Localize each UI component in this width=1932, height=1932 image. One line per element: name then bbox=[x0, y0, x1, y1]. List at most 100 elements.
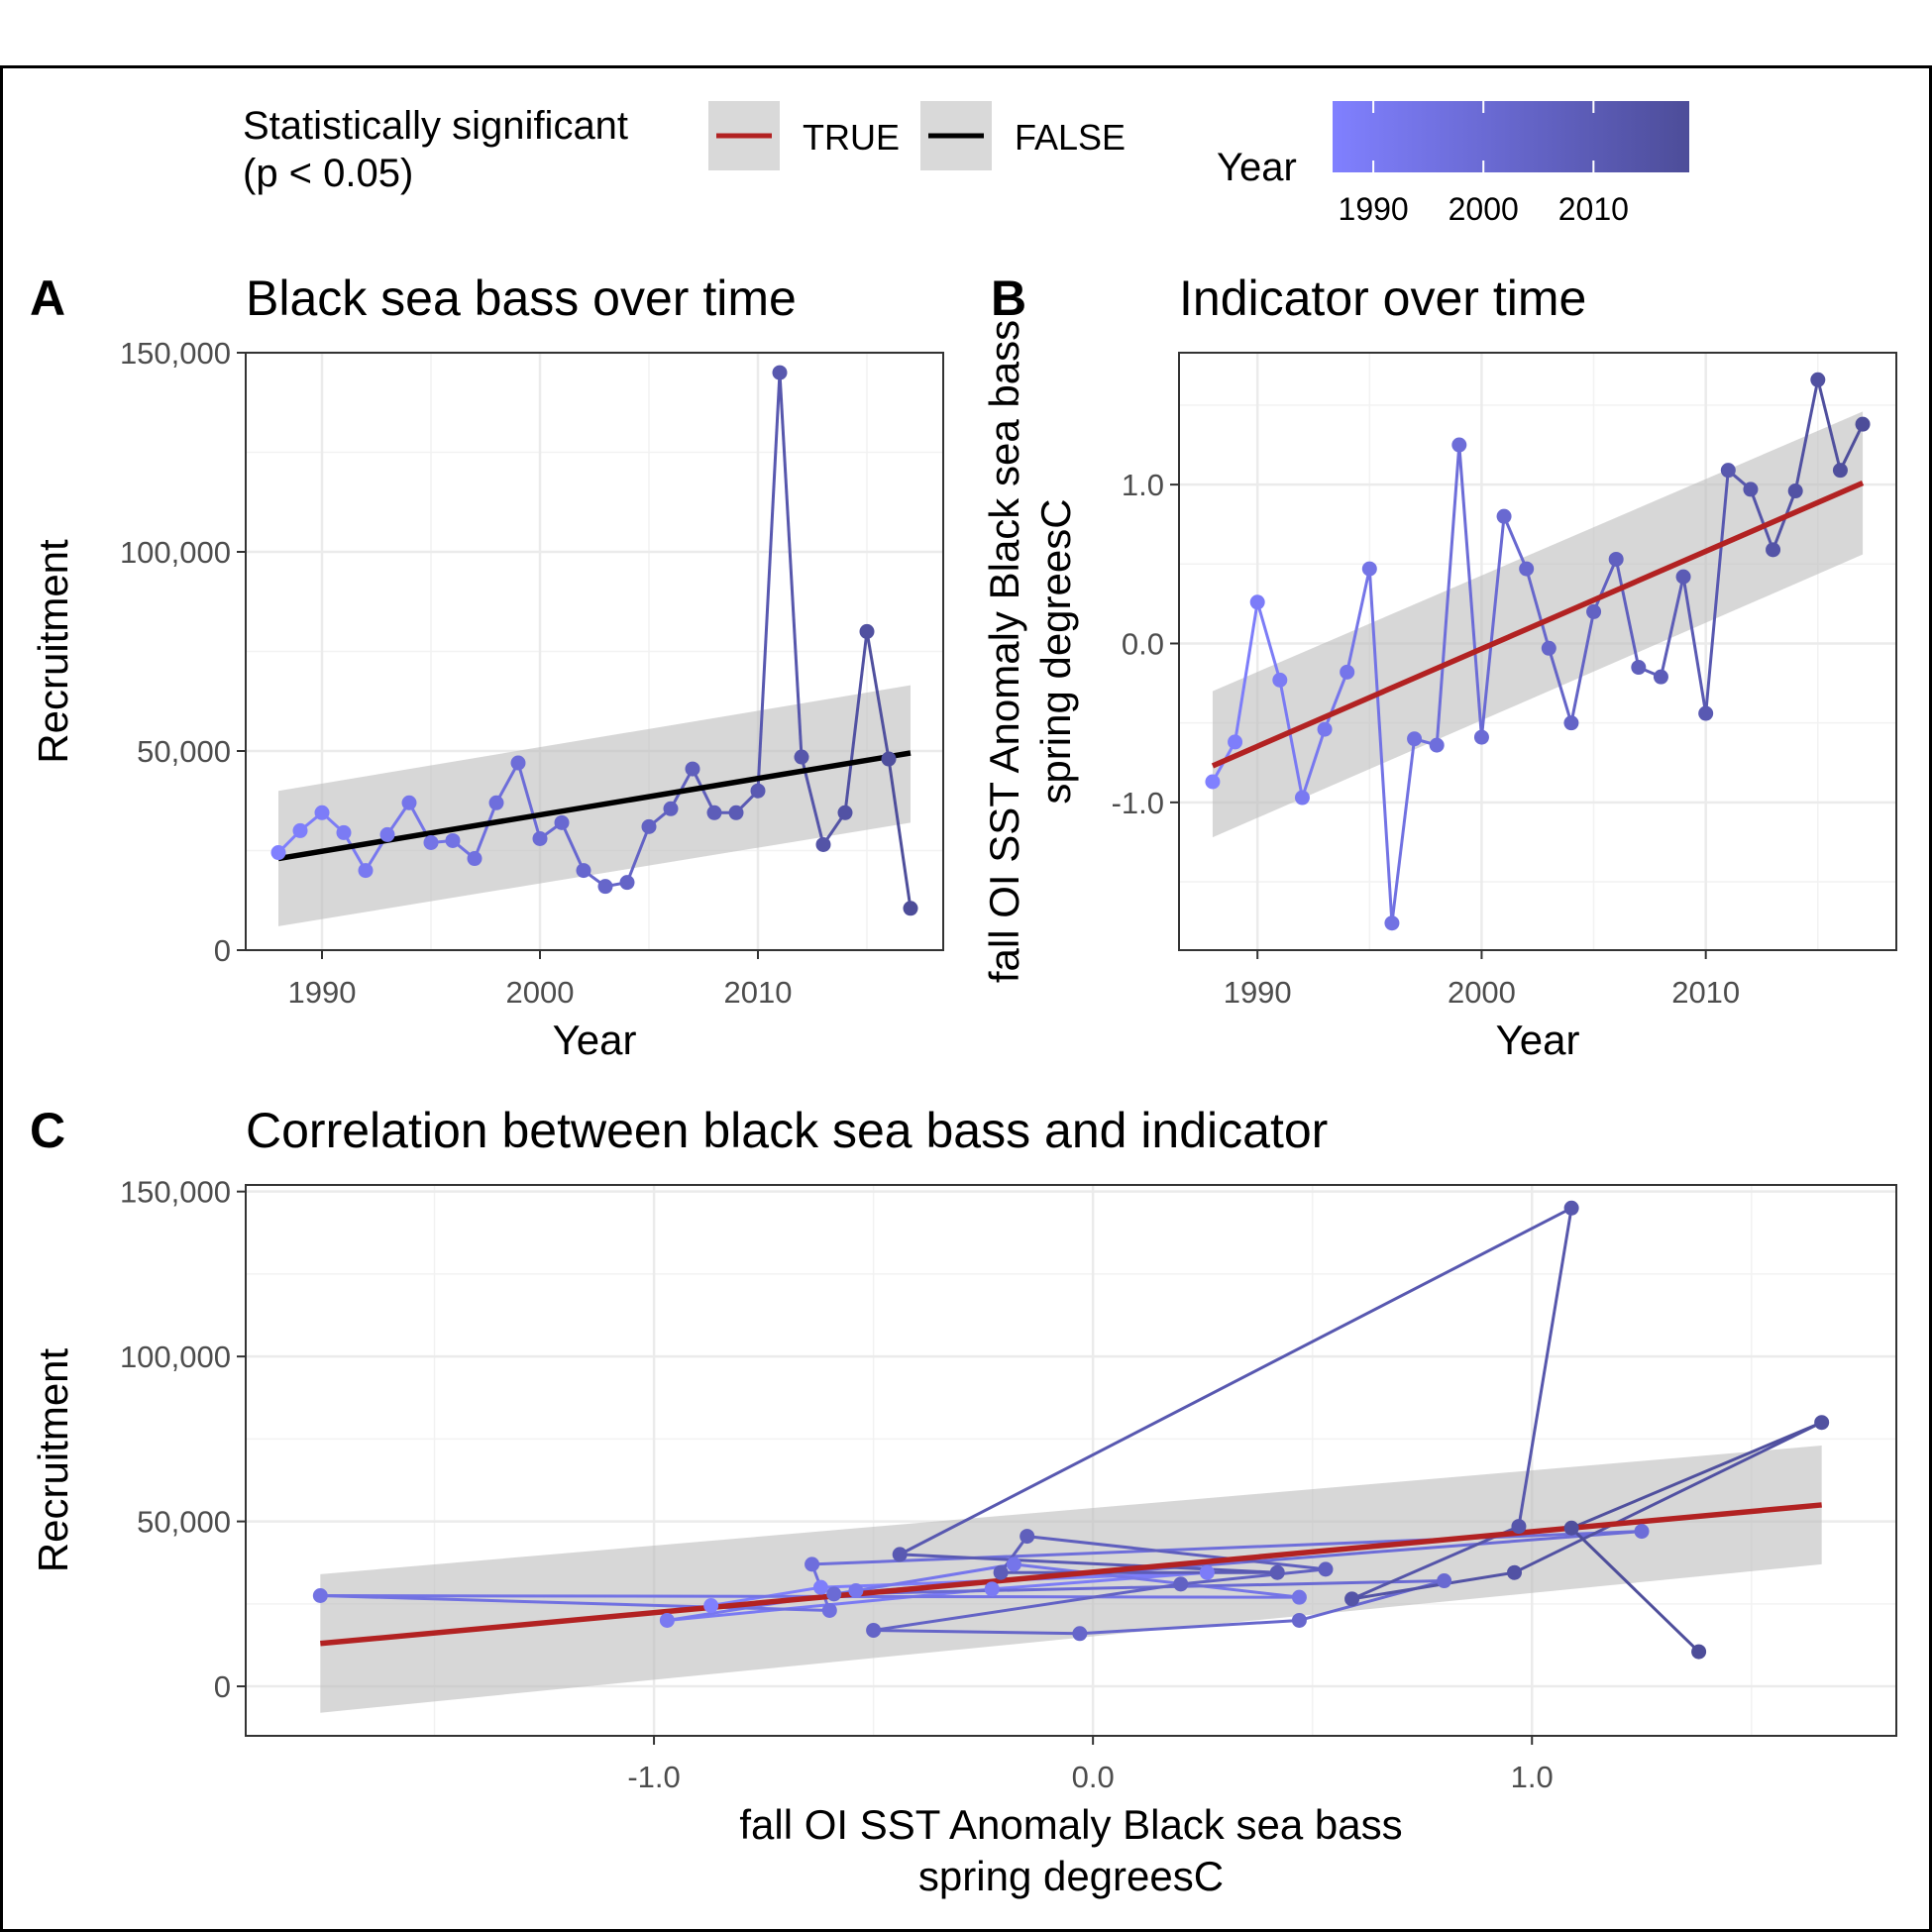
data-point bbox=[532, 830, 548, 846]
data-point bbox=[1429, 737, 1445, 753]
data-path-segment bbox=[1659, 576, 1685, 678]
data-point bbox=[1437, 1573, 1452, 1589]
x-tick-label: 1990 bbox=[288, 975, 357, 1010]
data-point bbox=[1272, 672, 1288, 688]
data-path-segment bbox=[320, 1594, 830, 1612]
data-point bbox=[1631, 660, 1647, 676]
data-path-segment bbox=[855, 1562, 1015, 1592]
data-point bbox=[984, 1581, 1000, 1597]
data-path-segment bbox=[1793, 378, 1820, 491]
data-path-segment bbox=[1350, 1525, 1520, 1601]
data-point bbox=[685, 761, 700, 777]
data-point bbox=[1361, 561, 1377, 577]
figure-frame bbox=[0, 65, 1932, 1932]
data-point bbox=[292, 822, 308, 838]
year-colorbar-tick-label: 2000 bbox=[1449, 191, 1519, 227]
data-point bbox=[805, 1556, 820, 1572]
y-tick-label: 1.0 bbox=[1122, 468, 1164, 502]
data-path-segment bbox=[560, 821, 586, 872]
data-point bbox=[1317, 721, 1333, 737]
data-point bbox=[750, 783, 766, 799]
data-point bbox=[821, 1602, 837, 1618]
x-axis-title: Year bbox=[1496, 1017, 1580, 1063]
data-point bbox=[1507, 1564, 1523, 1580]
panel-c-correlation: C Correlation between black sea bass and … bbox=[30, 1103, 1897, 1899]
x-tick-label: 0.0 bbox=[1072, 1760, 1115, 1794]
data-point bbox=[1563, 1520, 1579, 1536]
data-points bbox=[312, 1200, 1830, 1660]
data-point bbox=[1511, 1519, 1527, 1535]
data-path-segment bbox=[1570, 1527, 1700, 1654]
data-point bbox=[892, 1547, 908, 1562]
data-path-segment bbox=[1479, 516, 1506, 738]
panel-title: Indicator over time bbox=[1179, 270, 1586, 326]
data-point bbox=[358, 863, 374, 879]
data-path-segment bbox=[887, 758, 912, 910]
data-path-segment bbox=[1570, 1421, 1823, 1530]
trend-line bbox=[1211, 480, 1865, 769]
data-point bbox=[728, 805, 744, 820]
data-point bbox=[641, 818, 657, 834]
data-path bbox=[1211, 378, 1865, 923]
x-tick-label: 2000 bbox=[1448, 975, 1516, 1010]
data-point bbox=[859, 623, 875, 639]
data-point bbox=[1294, 790, 1310, 805]
panel-tag: A bbox=[30, 270, 65, 326]
data-point bbox=[866, 1622, 882, 1638]
data-point bbox=[1473, 729, 1489, 745]
data-path-segment bbox=[843, 631, 869, 813]
data-point bbox=[1720, 463, 1736, 479]
data-point bbox=[336, 824, 352, 840]
x-axis-title: spring degreesC bbox=[918, 1853, 1224, 1899]
data-path bbox=[276, 373, 912, 910]
data-path-segment bbox=[756, 373, 782, 792]
data-point bbox=[1541, 640, 1556, 656]
data-point bbox=[510, 755, 526, 771]
data-path-segment bbox=[1180, 1567, 1327, 1586]
data-point bbox=[1344, 1591, 1360, 1607]
data-point bbox=[1407, 731, 1423, 747]
y-tick-label: 150,000 bbox=[120, 1175, 231, 1210]
data-point bbox=[423, 834, 439, 850]
y-tick-label: 100,000 bbox=[120, 535, 231, 570]
y-axis-title: fall OI SST Anomaly Black sea bass bbox=[981, 320, 1027, 983]
data-point bbox=[379, 826, 395, 842]
data-point bbox=[1766, 542, 1781, 558]
data-point bbox=[706, 805, 722, 820]
y-tick-label: 0.0 bbox=[1122, 626, 1164, 661]
data-point bbox=[401, 795, 417, 810]
panel-b-indicator-over-time: B Indicator over time 1990 2000 2010 -1.0 0.0 1… bbox=[981, 270, 1897, 1063]
data-point bbox=[1832, 463, 1848, 479]
legend-key-true-label: TRUE bbox=[803, 117, 900, 158]
significance-legend-title-line2: (p < 0.05) bbox=[243, 152, 413, 195]
y-axis-title: Recruitment bbox=[30, 539, 76, 764]
data-path-segment bbox=[516, 762, 542, 839]
data-path-segment bbox=[1079, 1618, 1300, 1636]
year-legend-title: Year bbox=[1217, 146, 1297, 189]
data-path-segment bbox=[1749, 488, 1774, 551]
data-point bbox=[794, 749, 809, 765]
data-point bbox=[703, 1597, 719, 1613]
data-path-segment bbox=[873, 1582, 1181, 1632]
data-path-segment bbox=[1816, 378, 1842, 472]
y-axis-title: spring degreesC bbox=[1032, 498, 1079, 804]
data-point bbox=[445, 832, 461, 848]
data-path-segment bbox=[1351, 1570, 1515, 1601]
y-tick-label: 50,000 bbox=[137, 734, 231, 769]
x-tick-label: 2010 bbox=[724, 975, 793, 1010]
year-colorbar-tick-label: 1990 bbox=[1339, 191, 1409, 227]
data-path-segment bbox=[1502, 515, 1529, 570]
data-point bbox=[1269, 1564, 1285, 1580]
data-point bbox=[1608, 551, 1624, 567]
data-path-segment bbox=[1547, 647, 1573, 724]
data-point bbox=[1291, 1612, 1307, 1628]
x-tick-label: 2010 bbox=[1671, 975, 1740, 1010]
plot-border bbox=[245, 1184, 1897, 1737]
data-point bbox=[1653, 669, 1668, 685]
data-point bbox=[467, 851, 483, 867]
data-point bbox=[993, 1564, 1009, 1580]
year-legend: Year 1990 2000 2010 bbox=[1217, 101, 1689, 227]
data-point bbox=[1586, 603, 1602, 619]
data-path-segment bbox=[1323, 671, 1349, 730]
year-colorbar bbox=[1333, 101, 1689, 172]
